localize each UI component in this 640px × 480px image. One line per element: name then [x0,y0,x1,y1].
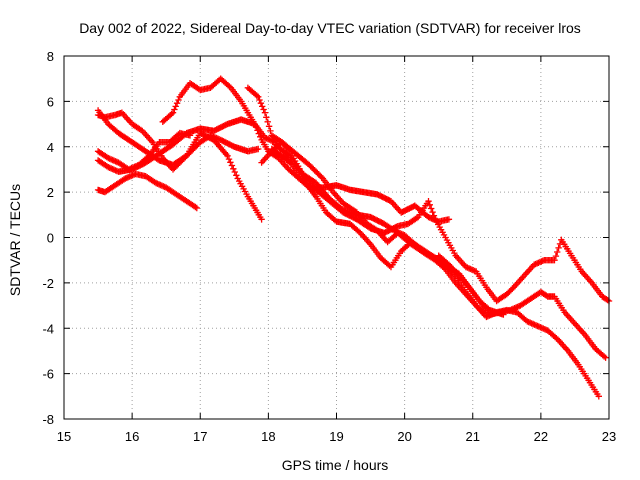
y-tick-label: 2 [47,185,54,200]
grid [64,56,609,419]
data-marks-track-4 [94,129,194,173]
x-tick-label: 18 [261,429,275,444]
x-tick-label: 21 [466,429,480,444]
y-tick-label: -4 [42,321,54,336]
data-marks-track-7 [244,84,602,400]
data-marks-track-2 [94,109,265,223]
x-axis-label: GPS time / hours [282,457,389,473]
series-track-4 [94,129,194,173]
series-track-10 [272,141,613,305]
y-axis-label: SDTVAR / TECUs [7,184,23,296]
series-track-5 [94,170,200,212]
series-track-11 [435,252,609,361]
data-marks-track-5 [94,170,200,212]
y-tick-label: -6 [42,367,54,382]
series-track-2 [94,109,265,223]
x-tick-label: 19 [329,429,343,444]
data-marks-track-6 [159,75,453,225]
x-tick-label: 16 [125,429,139,444]
x-tick-label: 17 [193,429,207,444]
data-series [94,75,613,400]
data-marks-track-10 [272,141,613,305]
y-tick-label: 0 [47,231,54,246]
x-tick-label: 20 [397,429,411,444]
y-tick-label: 6 [47,94,54,109]
y-tick-label: -8 [42,412,54,427]
y-tick-label: 8 [47,49,54,64]
data-marks-track-11 [435,252,609,361]
y-tick-label: 4 [47,140,54,155]
chart-title: Day 002 of 2022, Sidereal Day-to-day VTE… [79,20,581,36]
series-track-6 [159,75,453,225]
x-tick-label: 22 [534,429,548,444]
y-tick-label: -2 [42,276,54,291]
series-track-7 [244,84,602,400]
x-tick-label: 23 [602,429,616,444]
x-tick-label: 15 [57,429,71,444]
